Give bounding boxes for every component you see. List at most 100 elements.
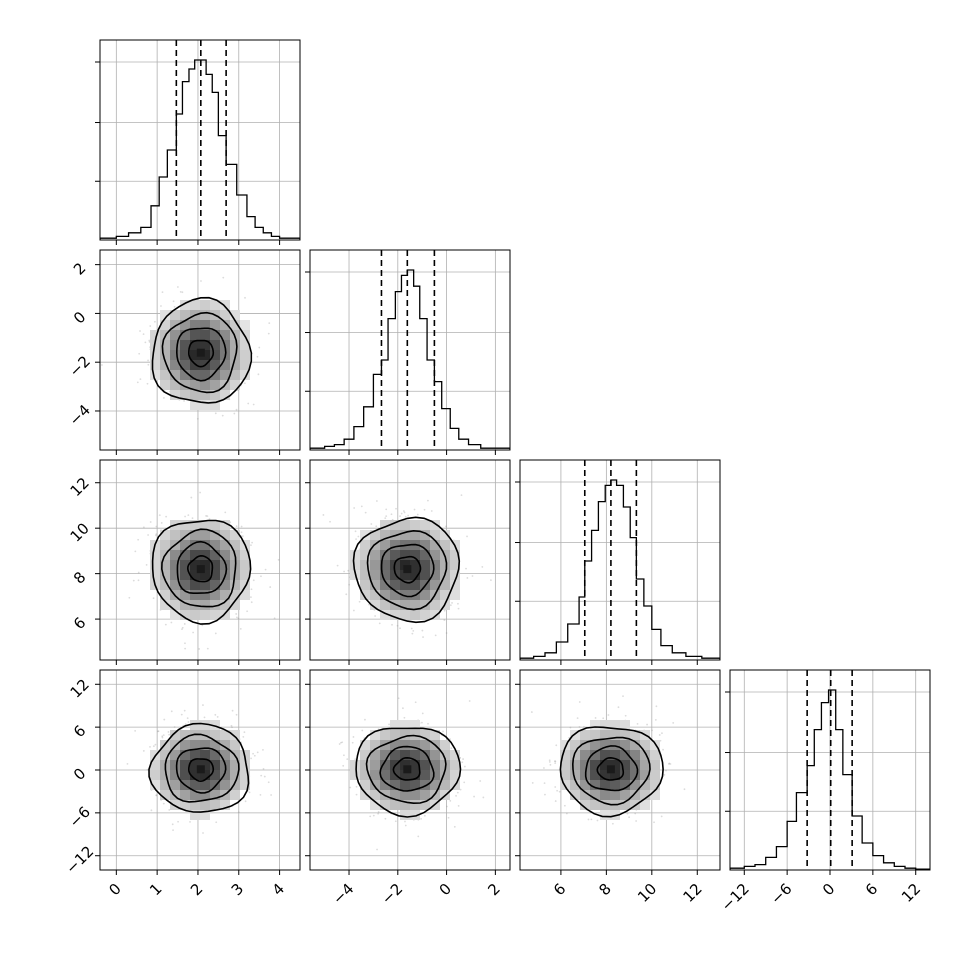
sample-point: [635, 820, 638, 822]
density-cell: [600, 790, 610, 800]
sample-point: [481, 566, 484, 568]
sample-point: [235, 713, 238, 716]
density-cell: [580, 730, 590, 740]
sample-point: [659, 739, 662, 742]
density-cell: [400, 800, 410, 810]
sample-point: [351, 741, 354, 744]
sample-point: [250, 544, 252, 546]
sample-point: [137, 538, 140, 541]
density-cell: [160, 360, 170, 370]
density-cell: [170, 340, 180, 350]
density-cell: [420, 550, 430, 560]
sample-point: [214, 412, 217, 415]
sample-point: [443, 619, 446, 622]
sample-point: [237, 811, 240, 814]
density-cell: [230, 580, 240, 590]
density-cell: [640, 740, 650, 750]
density-cell: [420, 560, 430, 570]
sample-point: [375, 525, 378, 528]
y-tick-label-2-2: 10: [67, 519, 93, 545]
sample-point: [137, 579, 140, 582]
sample-point: [445, 632, 448, 634]
contour-0.5σ: [186, 554, 214, 583]
density-cell: [190, 560, 200, 570]
density-cell: [420, 570, 430, 580]
density-cell: [170, 390, 180, 400]
density-cell: [210, 400, 220, 410]
density-cell: [370, 590, 380, 600]
density-cell: [180, 370, 190, 380]
sample-point: [168, 733, 171, 736]
density-cell: [640, 780, 650, 790]
density-cell: [210, 550, 220, 560]
density-cell: [620, 740, 630, 750]
density-cell: [610, 790, 620, 800]
sample-point: [263, 775, 266, 778]
y-tick-label-1-2: 0: [70, 308, 89, 327]
density-cell: [420, 530, 430, 540]
sample-point: [655, 705, 658, 708]
density-cell: [180, 740, 190, 750]
density-cell: [220, 390, 230, 400]
sample-point: [568, 736, 571, 739]
sample-point: [355, 538, 357, 541]
sample-point: [137, 571, 140, 574]
density-cell: [200, 600, 210, 610]
density-cell: [400, 550, 410, 560]
density-cell: [450, 590, 460, 600]
sample-point: [416, 513, 419, 516]
hist-frame-1: [309, 249, 511, 451]
density-cell: [420, 520, 430, 530]
density-cell: [180, 520, 190, 530]
density-cell: [190, 380, 200, 390]
density-cell: [640, 790, 650, 800]
density-cell: [190, 390, 200, 400]
sample-point: [187, 721, 190, 723]
sample-point: [352, 609, 355, 612]
sample-point: [262, 748, 264, 751]
x-tick-label-1-0: −4: [329, 880, 357, 908]
density-cell: [430, 770, 440, 780]
sample-point: [473, 795, 475, 798]
sample-point: [199, 491, 202, 494]
density-cell: [410, 750, 420, 760]
density-cell: [590, 720, 600, 730]
x-tick-label-2-2: 10: [634, 880, 660, 906]
sample-point: [421, 712, 424, 715]
sample-point: [173, 726, 176, 728]
density-cell: [220, 530, 230, 540]
density-cell: [210, 720, 220, 730]
sample-point: [142, 750, 145, 752]
y-tick-label-3-2: 0: [70, 765, 89, 784]
sample-point: [154, 743, 157, 746]
sample-point: [161, 291, 164, 294]
density-cell: [150, 770, 160, 780]
sample-point: [252, 403, 255, 406]
density-cell: [240, 770, 250, 780]
sample-point: [456, 791, 459, 794]
sample-point: [369, 815, 372, 818]
sample-point: [563, 804, 566, 807]
sample-point: [269, 586, 272, 588]
density-cell: [370, 800, 380, 810]
sample-point: [395, 507, 397, 510]
density-cell: [170, 320, 180, 330]
density-cell: [160, 310, 170, 320]
density-cell: [640, 770, 650, 780]
sample-point: [663, 773, 666, 776]
density-cell: [170, 530, 180, 540]
density-cell: [220, 310, 230, 320]
density-cell: [370, 570, 380, 580]
x-tick-label-0-2: 2: [187, 880, 206, 899]
sample-point: [156, 730, 159, 733]
contour-1σ: [584, 745, 639, 792]
density-cell: [170, 750, 180, 760]
density-cell: [370, 530, 380, 540]
sample-point: [421, 629, 424, 632]
sample-point: [176, 286, 179, 288]
sample-point: [479, 780, 482, 782]
sample-point: [165, 515, 168, 518]
sample-point: [240, 531, 243, 534]
density-cell: [400, 610, 410, 620]
density-cell: [230, 600, 240, 610]
